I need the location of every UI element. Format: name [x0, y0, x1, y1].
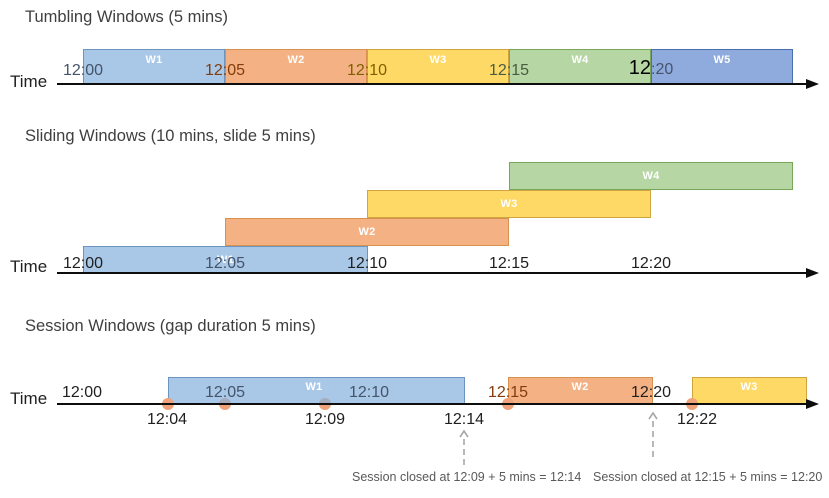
tumbling-window-w4: W4 — [509, 49, 651, 84]
window-label: W2 — [358, 226, 376, 238]
tumbling-tick-emphasized: 12 :20 — [629, 57, 674, 80]
sliding-time-axis-label: Time — [10, 257, 48, 276]
tumbling-window-w3: W3 — [367, 49, 509, 84]
window-label: W2 — [287, 54, 305, 66]
tumbling-tick: 12:10 — [346, 62, 388, 79]
tick-minutes: :20 — [651, 61, 674, 78]
tumbling-timeline-arrow-icon — [806, 79, 819, 89]
dashed-arrow-up-icon — [459, 430, 469, 467]
sliding-tick: 12:05 — [204, 255, 246, 272]
session-close-annotation: Session closed at 12:15 + 5 mins = 12:20 — [593, 470, 823, 484]
tumbling-window-w1: W1 — [83, 49, 225, 84]
window-label: W1 — [305, 381, 323, 393]
event-time-label: 12:04 — [146, 411, 188, 428]
sliding-window-w3: W3 — [367, 190, 651, 218]
session-tick: 12:10 — [348, 384, 390, 401]
session-section-title: Session Windows (gap duration 5 mins) — [25, 317, 316, 335]
sliding-tick: 12:15 — [488, 255, 530, 272]
session-tick: 12:00 — [61, 384, 103, 401]
session-timeline — [57, 403, 806, 405]
window-label: W3 — [740, 381, 758, 393]
sliding-timeline-arrow-icon — [806, 268, 819, 278]
tumbling-timeline — [57, 83, 806, 85]
session-tick: 12:20 — [630, 384, 672, 401]
event-time-label: 12:09 — [304, 411, 346, 428]
sliding-window-w4: W4 — [509, 162, 793, 190]
window-label: W2 — [571, 381, 589, 393]
sliding-tick: 12:10 — [346, 255, 388, 272]
window-label: W1 — [145, 54, 163, 66]
tumbling-tick: 12:05 — [204, 62, 246, 79]
tumbling-tick: 12:00 — [62, 62, 104, 79]
dashed-arrow-up-icon — [648, 412, 658, 461]
tumbling-section-title: Tumbling Windows (5 mins) — [25, 8, 228, 26]
tumbling-window-w2: W2 — [225, 49, 367, 84]
window-label: W3 — [500, 198, 518, 210]
window-label: W5 — [713, 54, 731, 66]
sliding-window-w2: W2 — [225, 218, 509, 246]
sliding-timeline — [57, 272, 806, 274]
sliding-window-w1: W1 — [83, 246, 368, 274]
window-label: W1 — [216, 254, 235, 266]
sliding-section-title: Sliding Windows (10 mins, slide 5 mins) — [25, 127, 316, 145]
session-time-axis-label: Time — [10, 389, 48, 408]
session-close-annotation: Session closed at 12:09 + 5 mins = 12:14 — [352, 470, 582, 484]
window-label: W4 — [642, 170, 660, 182]
tumbling-time-axis-label: Time — [10, 72, 48, 91]
sliding-tick: 12:00 — [62, 255, 104, 272]
event-time-label: 12:22 — [676, 411, 718, 428]
window-label: W4 — [571, 54, 589, 66]
session-tick: 12:15 — [487, 384, 529, 401]
event-time-label: 12:14 — [443, 411, 485, 428]
sliding-tick: 12:20 — [630, 255, 672, 272]
tumbling-tick: 12:15 — [488, 62, 530, 79]
tick-hours: 12 — [628, 57, 651, 79]
session-tick: 12:05 — [204, 384, 246, 401]
session-timeline-arrow-icon — [806, 399, 819, 409]
window-label: W3 — [429, 54, 447, 66]
